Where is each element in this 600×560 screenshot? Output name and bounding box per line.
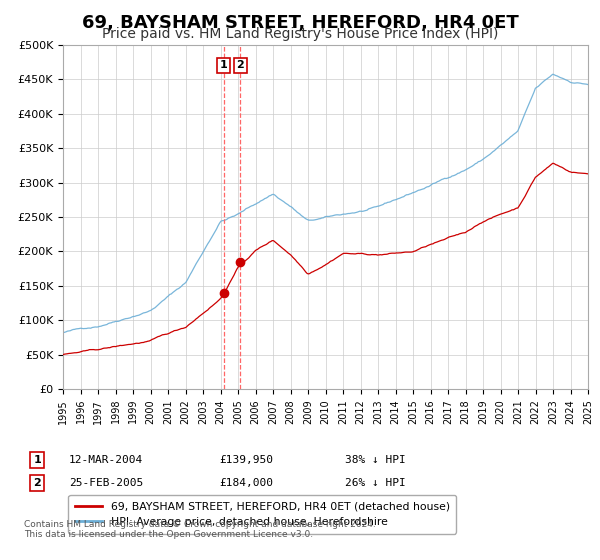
Text: £139,950: £139,950	[219, 455, 273, 465]
Text: 2: 2	[236, 60, 244, 71]
Text: 26% ↓ HPI: 26% ↓ HPI	[345, 478, 406, 488]
Text: 1: 1	[220, 60, 228, 71]
Text: Price paid vs. HM Land Registry's House Price Index (HPI): Price paid vs. HM Land Registry's House …	[102, 27, 498, 41]
Text: 2: 2	[34, 478, 41, 488]
Text: 12-MAR-2004: 12-MAR-2004	[69, 455, 143, 465]
Legend: 69, BAYSHAM STREET, HEREFORD, HR4 0ET (detached house), HPI: Average price, deta: 69, BAYSHAM STREET, HEREFORD, HR4 0ET (d…	[68, 495, 456, 534]
Text: 1: 1	[34, 455, 41, 465]
Text: £184,000: £184,000	[219, 478, 273, 488]
Text: 38% ↓ HPI: 38% ↓ HPI	[345, 455, 406, 465]
Text: Contains HM Land Registry data © Crown copyright and database right 2024.
This d: Contains HM Land Registry data © Crown c…	[24, 520, 376, 539]
Text: 25-FEB-2005: 25-FEB-2005	[69, 478, 143, 488]
Text: 69, BAYSHAM STREET, HEREFORD, HR4 0ET: 69, BAYSHAM STREET, HEREFORD, HR4 0ET	[82, 14, 518, 32]
